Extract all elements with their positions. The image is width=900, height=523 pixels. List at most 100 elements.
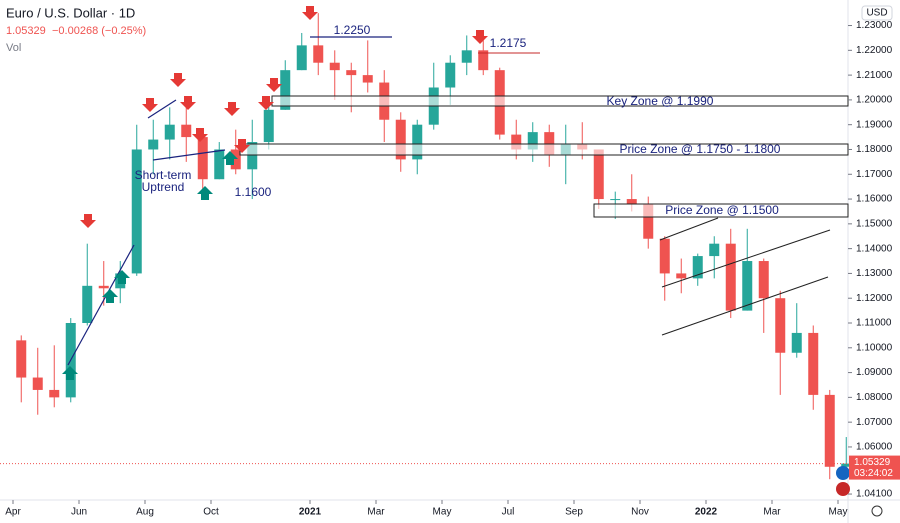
- last-price-label: 1.05329: [854, 457, 891, 468]
- buy-arrow: [222, 151, 238, 165]
- y-tick-label: 1.07000: [856, 417, 893, 428]
- sell-arrow: [472, 30, 488, 44]
- candle-body: [32, 377, 43, 390]
- channel-line: [659, 217, 719, 241]
- buy-arrow: [114, 270, 130, 284]
- x-tick-label: Nov: [631, 507, 649, 518]
- volume-label: Vol: [6, 42, 21, 54]
- y-tick-label: 1.21000: [856, 70, 893, 81]
- candle-body: [16, 340, 27, 378]
- candle-body: [263, 109, 274, 143]
- y-tick-label: 1.13000: [856, 268, 893, 279]
- candle-body: [478, 50, 489, 71]
- sell-arrow: [302, 6, 318, 20]
- candle-body: [181, 124, 192, 138]
- annotation: 1.2250: [334, 23, 371, 37]
- y-tick-label: 1.09000: [856, 367, 893, 378]
- candle-body: [82, 285, 93, 324]
- x-tick-label: Jul: [502, 507, 515, 518]
- price-change: −0.00268 (−0.25%): [52, 25, 146, 37]
- channel-line: [661, 276, 829, 336]
- annotation: Key Zone @ 1.1990: [607, 94, 714, 108]
- x-tick-label: Mar: [367, 507, 385, 518]
- currency: USD: [866, 8, 887, 19]
- candle-body: [527, 132, 538, 150]
- y-tick-label: 1.17000: [856, 169, 893, 180]
- candle-body: [49, 389, 60, 398]
- flag-icon: [836, 466, 850, 480]
- annotation: 1.2175: [490, 36, 527, 50]
- trend-line: [147, 99, 177, 119]
- last-price: 1.05329: [6, 25, 46, 37]
- x-tick-label: Sep: [565, 507, 583, 518]
- x-tick-label: Aug: [136, 507, 154, 518]
- arrows: [62, 6, 488, 380]
- settings-icon[interactable]: [871, 505, 883, 517]
- candle-body: [412, 124, 423, 160]
- x-tick-label: Oct: [203, 507, 219, 518]
- sell-arrow: [80, 214, 96, 228]
- sell-arrow: [180, 96, 196, 110]
- y-tick-label: 1.15000: [856, 218, 893, 229]
- x-tick-label: May: [433, 507, 452, 518]
- candle-body: [791, 332, 802, 353]
- candle-body: [329, 62, 340, 71]
- candle-body: [280, 70, 291, 110]
- candle-body: [197, 137, 208, 180]
- candle-body: [131, 149, 142, 274]
- annotation: Price Zone @ 1.1500: [665, 203, 779, 217]
- y-tick-label: 1.11000: [856, 318, 892, 329]
- buy-arrow: [102, 289, 118, 303]
- trend-line: [67, 244, 135, 366]
- y-tick-label: 1.22000: [856, 45, 893, 56]
- y-tick-label: 1.12000: [856, 293, 893, 304]
- y-tick-label: 1.19000: [856, 119, 893, 130]
- sell-arrow: [192, 128, 208, 142]
- candle-body: [247, 142, 258, 170]
- candle-body: [230, 149, 241, 170]
- flag-icon: [836, 482, 850, 496]
- candle-body: [643, 204, 654, 239]
- candle-body: [511, 134, 522, 150]
- candle-body: [445, 62, 456, 88]
- sell-arrow: [224, 102, 240, 116]
- candle-body: [593, 149, 604, 200]
- candle-body: [659, 238, 670, 274]
- y-tick-label: 1.08000: [856, 392, 893, 403]
- last-price-box: [849, 455, 900, 480]
- candle-body: [296, 45, 307, 71]
- candle-body: [709, 243, 720, 257]
- x-tick-label: Jun: [71, 507, 87, 518]
- x-tick-label: Apr: [5, 507, 21, 518]
- trend-line: [152, 149, 226, 161]
- price-zone: [593, 203, 849, 218]
- annotation: Short-term: [135, 168, 192, 182]
- annotation: 1.1600: [235, 185, 272, 199]
- candle-body: [98, 285, 109, 289]
- candle-body: [544, 132, 555, 155]
- buy-arrow: [197, 186, 213, 200]
- candle-body: [362, 75, 373, 83]
- y-tick-label: 1.04100: [856, 489, 893, 500]
- candle-body: [808, 332, 819, 395]
- countdown: 03:24:02: [854, 468, 893, 479]
- x-tick-label: May: [829, 507, 848, 518]
- channel-line: [661, 229, 831, 288]
- sell-arrow: [170, 73, 186, 87]
- x-tick-label: 2021: [299, 507, 322, 518]
- chart-title: Euro / U.S. Dollar · 1D: [6, 5, 135, 20]
- currency-box[interactable]: [861, 5, 893, 21]
- candle-body: [692, 256, 703, 279]
- candle-body: [148, 139, 159, 150]
- sell-arrow: [234, 139, 250, 153]
- candle-body: [610, 199, 621, 201]
- candle-body: [164, 124, 175, 140]
- y-tick-label: 1.14000: [856, 243, 893, 254]
- candle-body: [395, 119, 406, 160]
- candle-body: [626, 199, 637, 205]
- sell-arrow: [142, 98, 158, 112]
- annotation: Price Zone @ 1.1750 - 1.1800: [620, 142, 781, 156]
- y-tick-label: 1.06000: [856, 442, 893, 453]
- annotation: Uptrend: [142, 180, 185, 194]
- candle-body: [775, 298, 786, 353]
